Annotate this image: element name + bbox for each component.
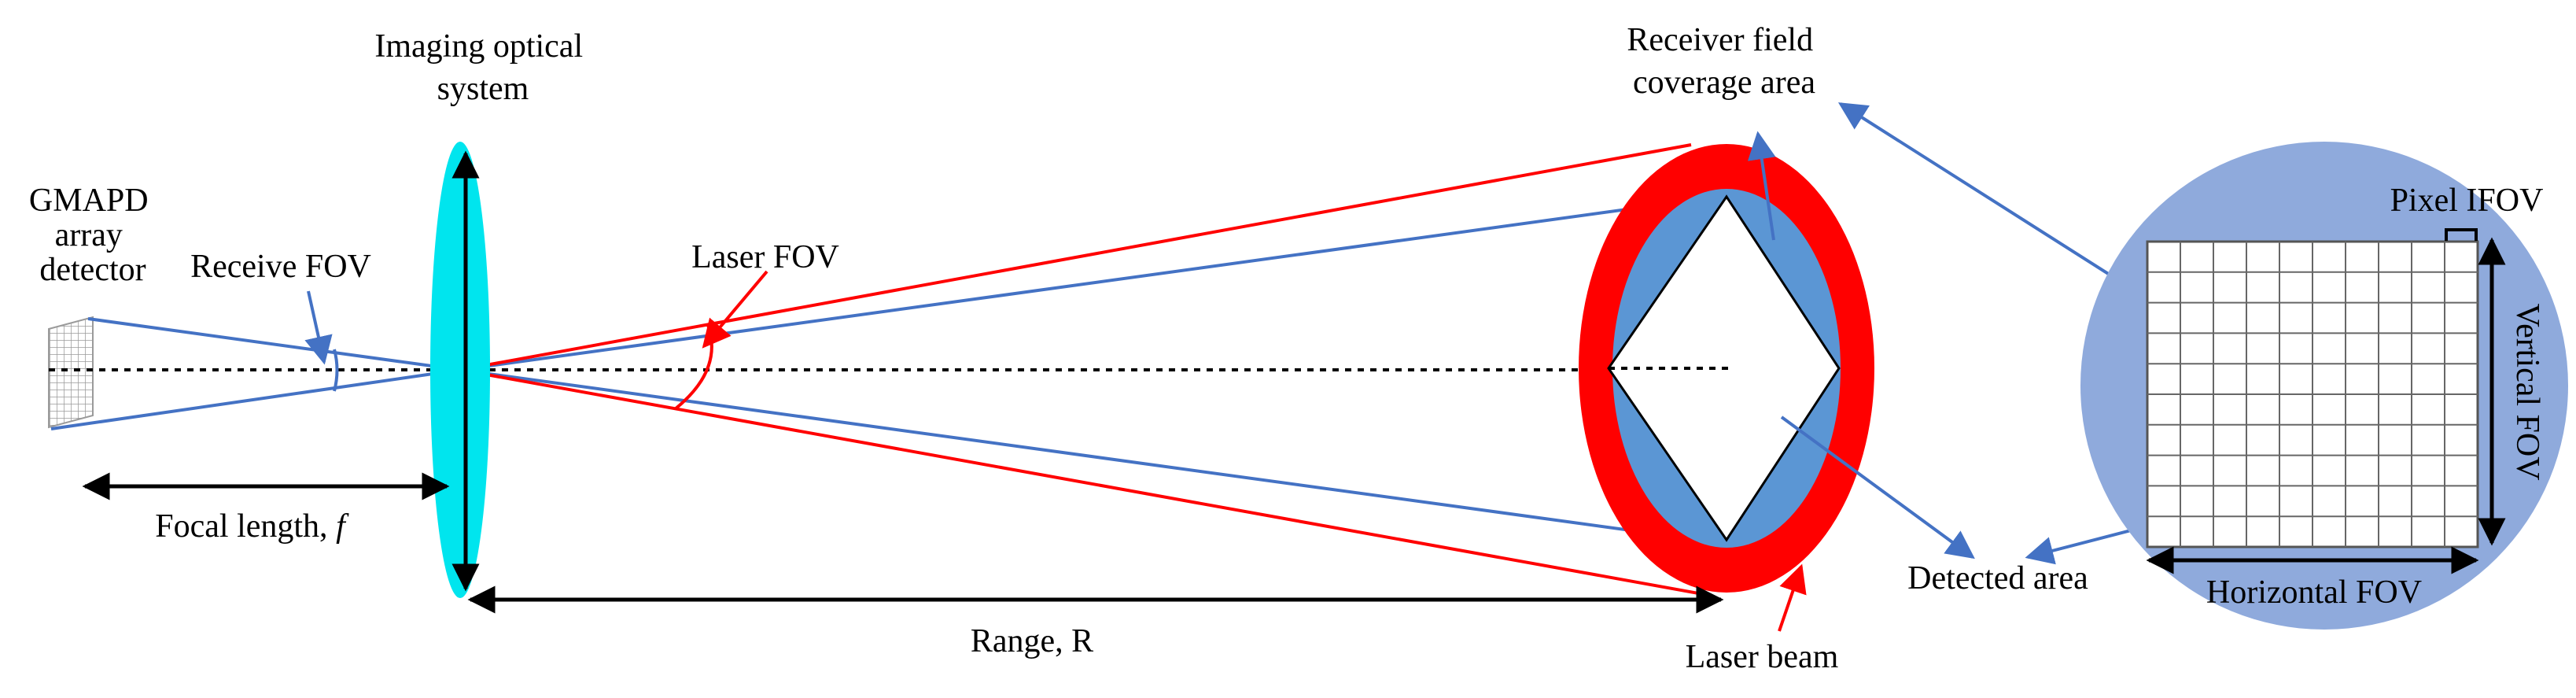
horizontal-fov-label: Horizontal FOV (2206, 574, 2422, 611)
receive-fov-label: Receive FOV (190, 249, 371, 285)
imaging-optical-system-label: Imaging optical system (374, 28, 591, 107)
receiver-field-pointer-a (1747, 131, 1776, 241)
laser-fov-pointer (702, 270, 768, 349)
receiver-field-label: Receiver field coverage area (1627, 22, 1821, 101)
receive-fov-pointer (304, 290, 333, 365)
laser-fov-label: Laser FOV (691, 239, 839, 275)
detected-area-pointer-a (1780, 415, 1975, 560)
receive-fov-arc (333, 349, 339, 392)
gmapd-detector-array (48, 316, 94, 429)
target-area (1579, 144, 1874, 593)
pixel-ifov-label: Pixel IFOV (2390, 183, 2544, 219)
detected-area-label: Detected area (1907, 560, 2088, 596)
laser-beam-pointer (1778, 563, 1807, 632)
receiver-field-pointer-b (1837, 102, 2135, 291)
range-label: Range, R (971, 623, 1093, 659)
pixel-ifov-bracket (2445, 228, 2478, 241)
receiver-rays (50, 195, 1723, 545)
pixel-grid-inset (2080, 142, 2568, 630)
focal-length-label: Focal length, f (155, 508, 349, 545)
vertical-fov-label: Vertical FOV (2509, 303, 2545, 480)
imaging-lens (430, 142, 490, 598)
laser-beam-label: Laser beam (1686, 639, 1839, 675)
gmapd-label: GMAPD array detector (29, 183, 157, 288)
laser-rays (459, 143, 1704, 596)
